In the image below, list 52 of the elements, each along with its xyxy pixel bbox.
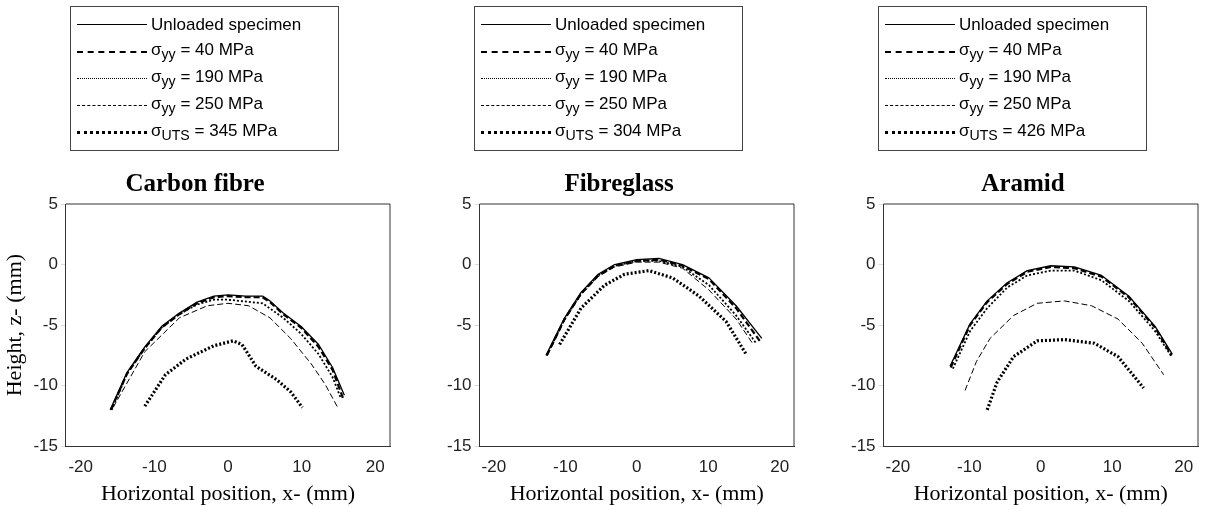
y-tick-label: 5 — [48, 193, 58, 213]
x-tick-label: -20 — [481, 457, 507, 477]
x-tick-label: -10 — [142, 457, 167, 477]
legend-label: σ$_{UTS}$ = 304 MPa — [555, 121, 682, 144]
legend-label: σ$_{yy}$ = 190 MPa — [151, 67, 264, 90]
x-tick-label: -10 — [553, 457, 578, 477]
x-tick-label: 20 — [365, 457, 385, 477]
y-tick-label: 5 — [866, 193, 876, 213]
y-tick-label: -15 — [33, 435, 58, 455]
legend-label: σ$_{UTS}$ = 426 MPa — [959, 121, 1086, 144]
y-tick-label: -10 — [446, 375, 472, 395]
y-tick-label: -5 — [456, 314, 472, 334]
chart-title: Fibreglass — [564, 169, 674, 197]
y-tick-label: 0 — [462, 254, 472, 274]
y-tick-label: -5 — [860, 314, 876, 334]
legend-label: Unloaded specimen — [151, 14, 302, 35]
y-tick-label: 0 — [866, 254, 876, 274]
legend-label: σ$_{yy}$ = 190 MPa — [555, 67, 668, 90]
chart-title: Carbon fibre — [125, 169, 265, 197]
x-tick-label: -20 — [885, 457, 911, 477]
x-tick-label: 10 — [292, 457, 312, 477]
y-tick-label: -5 — [42, 314, 58, 334]
x-tick-label: -20 — [68, 457, 93, 477]
legend-label: Unloaded specimen — [555, 14, 706, 35]
legend-label: σ$_{yy}$ = 250 MPa — [151, 94, 264, 117]
legend-label: σ$_{UTS}$ = 345 MPa — [151, 121, 278, 144]
x-tick-label: 10 — [1102, 457, 1122, 477]
x-tick-label: 0 — [223, 457, 233, 477]
x-axis-title: Horizontal position, x- (mm) — [509, 479, 764, 505]
legend-label: σ$_{yy}$ = 40 MPa — [151, 40, 254, 63]
legend-label: σ$_{yy}$ = 190 MPa — [959, 67, 1072, 90]
legend-label: σ$_{yy}$ = 250 MPa — [959, 94, 1072, 117]
y-tick-label: 5 — [462, 193, 472, 213]
x-tick-label: 10 — [698, 457, 718, 477]
legend-label: σ$_{yy}$ = 250 MPa — [555, 94, 668, 117]
chart-title: Aramid — [981, 169, 1065, 197]
y-axis-title: Height, z- (mm) — [0, 253, 26, 397]
y-tick-label: -15 — [850, 435, 876, 455]
x-tick-label: 0 — [632, 457, 642, 477]
y-tick-label: -10 — [850, 375, 876, 395]
x-tick-label: 20 — [770, 457, 790, 477]
x-tick-label: -10 — [957, 457, 982, 477]
x-tick-label: 0 — [1036, 457, 1046, 477]
y-tick-label: -15 — [446, 435, 472, 455]
x-axis-title: Horizontal position, x- (mm) — [100, 479, 356, 505]
legend-label: Unloaded specimen — [959, 14, 1110, 35]
x-axis-title: Horizontal position, x- (mm) — [913, 479, 1168, 505]
legend-label: σ$_{yy}$ = 40 MPa — [555, 40, 658, 63]
y-tick-label: 0 — [48, 254, 58, 274]
legend-label: σ$_{yy}$ = 40 MPa — [959, 40, 1062, 63]
y-tick-label: -10 — [33, 375, 58, 395]
x-tick-label: 20 — [1174, 457, 1194, 477]
